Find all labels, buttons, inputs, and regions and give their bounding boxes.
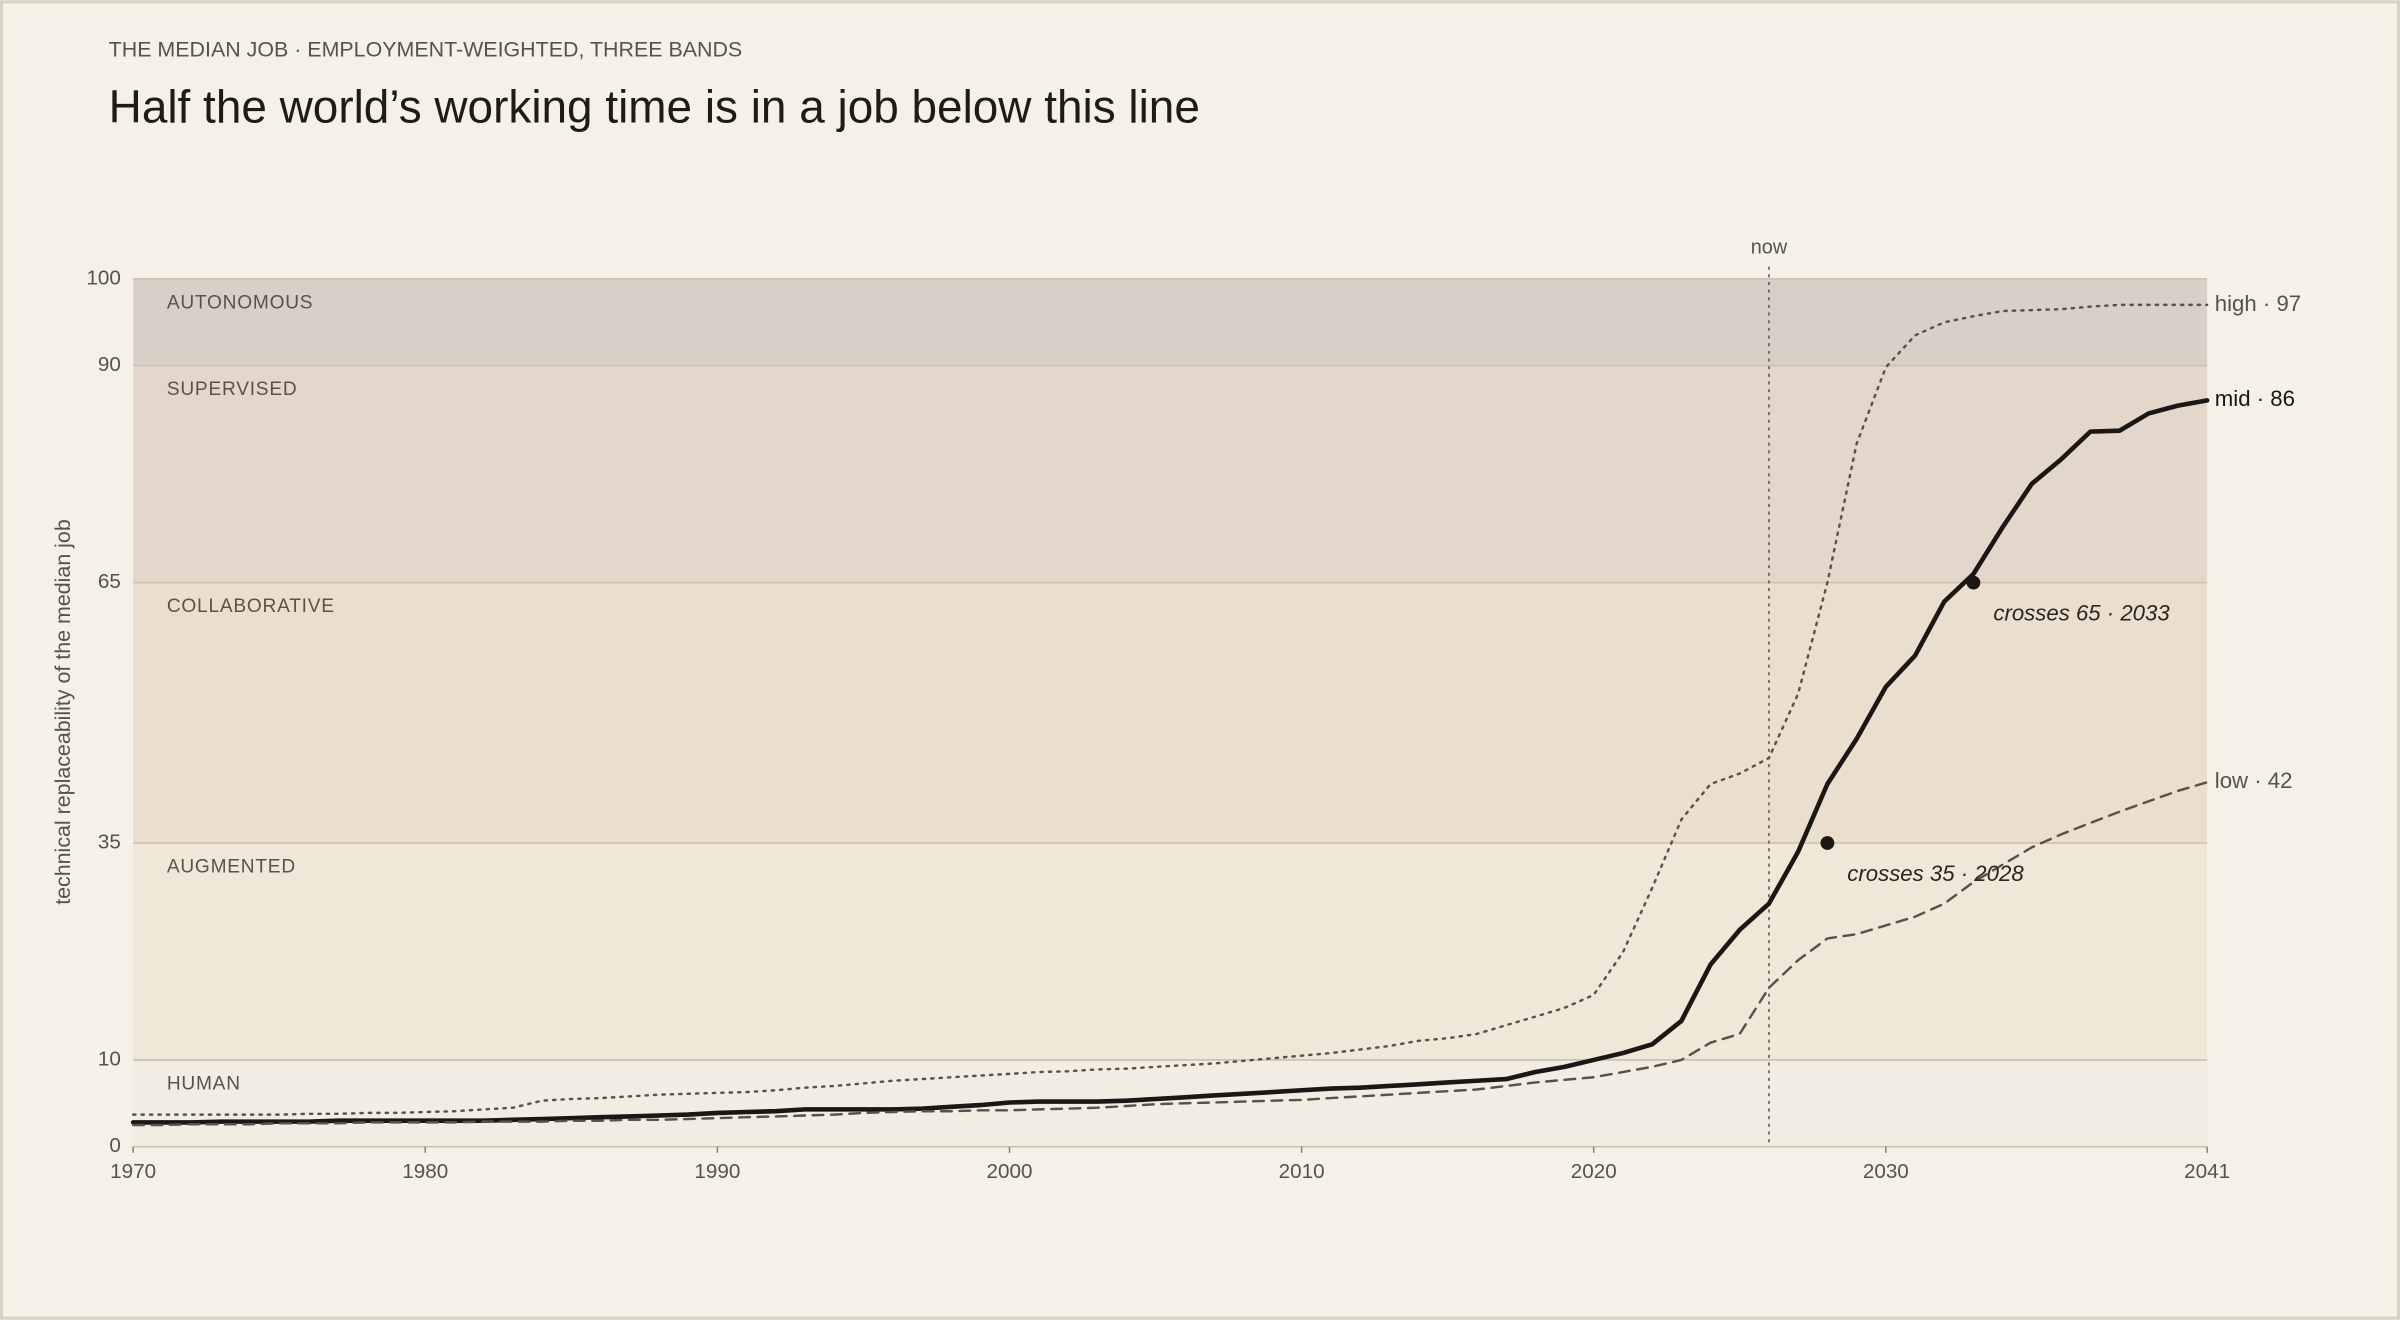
band <box>133 278 2208 366</box>
series-line <box>131 781 2209 1127</box>
band-label: AUGMENTED <box>167 857 296 878</box>
series-end-label: low · 42 <box>2215 768 2293 793</box>
chart-title: Half the world’s working time is in a jo… <box>109 81 1200 133</box>
annotation-label: crosses 65 · 2033 <box>1993 601 2170 626</box>
band-label: AUTONOMOUS <box>167 292 314 313</box>
kicker: THE MEDIAN JOB · EMPLOYMENT-WEIGHTED, TH… <box>109 37 743 61</box>
band <box>133 582 2208 843</box>
band <box>133 365 2208 583</box>
y-tick-label: 100 <box>86 266 120 289</box>
x-tick-label: 2000 <box>987 1160 1033 1183</box>
band-label: SUPERVISED <box>167 379 298 400</box>
band <box>133 842 2208 1060</box>
series-end-label: mid · 86 <box>2215 386 2295 411</box>
series-line <box>130 398 2210 1125</box>
annotation-dot <box>1820 836 1835 850</box>
y-tick-label: 0 <box>109 1134 121 1157</box>
y-tick-label: 10 <box>98 1047 121 1070</box>
series-end-label: high · 97 <box>2215 291 2301 316</box>
series-line <box>131 303 2209 1116</box>
y-tick-label: 90 <box>98 353 121 376</box>
x-tick-label: 2030 <box>1863 1160 1909 1183</box>
x-tick-label: 1990 <box>694 1160 740 1183</box>
x-tick-label: 1970 <box>110 1160 156 1183</box>
annotation-label: crosses 35 · 2028 <box>1847 861 2024 886</box>
x-tick-label: 2020 <box>1571 1160 1617 1183</box>
x-tick-label: 2041 <box>2184 1160 2230 1183</box>
band-label: HUMAN <box>167 1073 241 1094</box>
y-axis-label: technical replaceability of the median j… <box>51 519 75 905</box>
plot-area: HUMAN AUGMENTED COLLABORATIVE SUPERVISED AUT… <box>86 237 2301 1184</box>
annotation-dot <box>1966 575 1981 590</box>
x-tick-label: 2010 <box>1279 1160 1325 1183</box>
x-tick-label: 1980 <box>402 1160 448 1183</box>
band-label: COLLABORATIVE <box>167 596 335 617</box>
y-tick-label: 65 <box>98 570 121 593</box>
now-label: now <box>1751 237 1788 259</box>
y-tick-label: 35 <box>98 830 121 853</box>
